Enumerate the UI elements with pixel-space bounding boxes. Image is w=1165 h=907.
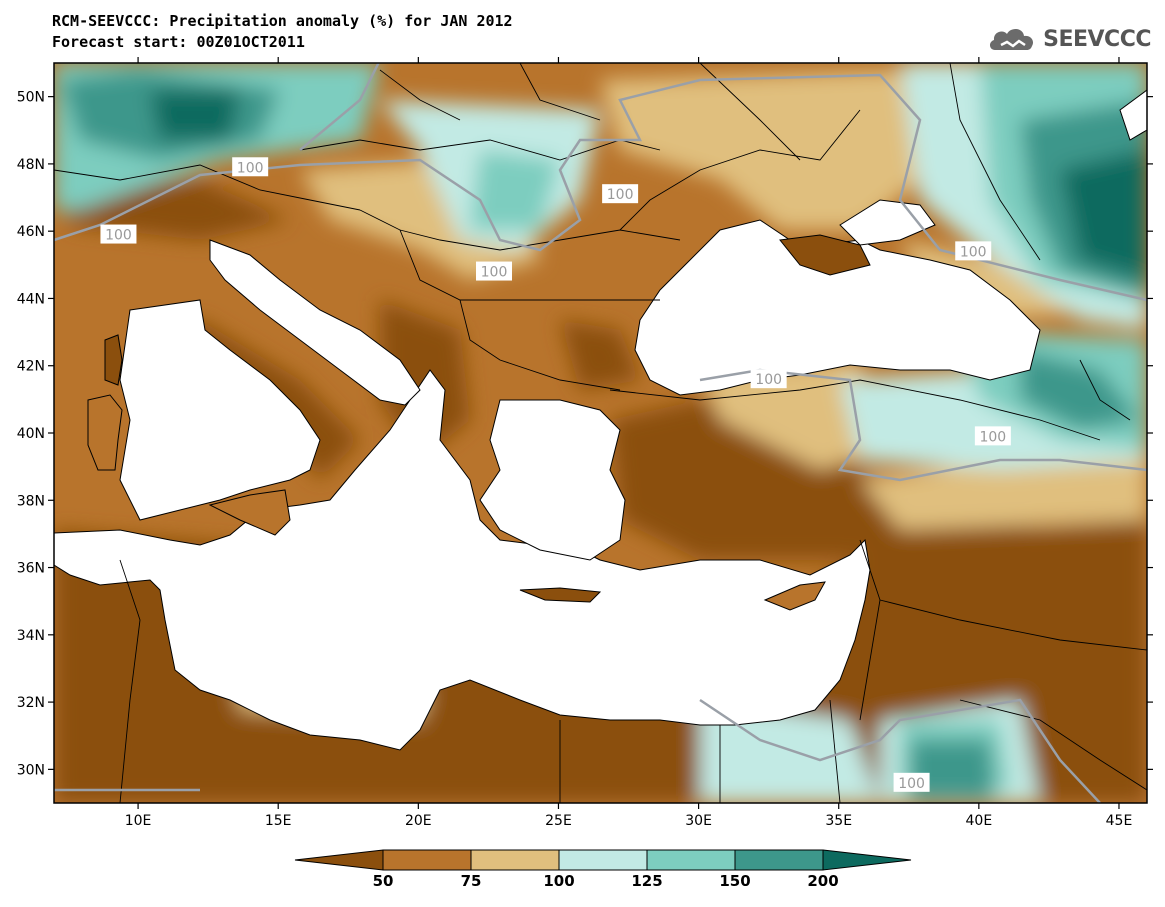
- y-tick-label: 42N: [17, 359, 45, 375]
- colorbar-segment: [558, 849, 648, 871]
- cyprus: [763, 581, 826, 611]
- colorbar-label: 200: [807, 872, 838, 890]
- contour-label-text: 100: [607, 187, 634, 203]
- contour-label-text: 100: [237, 160, 264, 176]
- caspian-sea: [1119, 89, 1147, 141]
- colorbar-label: 100: [543, 872, 574, 890]
- y-tick-label: 50N: [17, 90, 45, 106]
- colorbar-label: 75: [461, 872, 482, 890]
- contour-label-bg: [955, 241, 992, 261]
- contour-label-bg: [893, 772, 930, 792]
- colorbar: 50 75 100 125 150 200: [294, 849, 912, 890]
- tyrrhenian-sea: [119, 299, 321, 521]
- y-tick-label: 44N: [17, 291, 45, 307]
- field-region-germany-deepest: [150, 90, 240, 140]
- seevccc-logo: SEEVCCC: [987, 24, 1151, 54]
- field-region-bulgaria: [560, 320, 640, 390]
- colorbar-label: 125: [631, 872, 662, 890]
- field-region-sinai-pale: [700, 700, 880, 803]
- contour-label: 100: [100, 224, 137, 244]
- y-tick-label: 36N: [17, 561, 45, 577]
- field-region-volga-deepest: [1060, 150, 1147, 280]
- contour-label-text: 100: [105, 228, 132, 244]
- y-tick-label: 46N: [17, 224, 45, 240]
- colorbar-label: 50: [373, 872, 394, 890]
- contour-label-text: 100: [979, 429, 1006, 445]
- field-region-syria: [860, 520, 1147, 720]
- contour-label-text: 100: [481, 265, 508, 281]
- contour-label: 100: [232, 157, 269, 177]
- contour-label: 100: [955, 241, 992, 261]
- axis-ticks: 10E 15E 20E 25E 30E 35E 40E 45E 30N 32N 34N 36N 38N 4…: [17, 57, 1153, 829]
- anomaly-field: [54, 63, 1147, 803]
- contour-label-bg: [974, 426, 1011, 446]
- islands: [87, 234, 871, 611]
- cloud-icon: [990, 28, 1034, 50]
- contour-label-bg: [602, 184, 639, 204]
- contour-label-bg: [232, 157, 269, 177]
- colorbar-below-50: [294, 849, 384, 871]
- chart-subtitle: Forecast start: 00Z01OCT2011: [52, 33, 305, 51]
- contour-label-bg: [100, 224, 137, 244]
- contour-label-bg: [476, 261, 513, 281]
- x-tick-label: 15E: [265, 813, 292, 829]
- chart-title: RCM-SEEVCCC: Precipitation anomaly (%) f…: [52, 12, 513, 30]
- crimea: [779, 234, 871, 276]
- seas: [54, 89, 1147, 751]
- y-tick-label: 48N: [17, 157, 45, 173]
- y-tick-label: 38N: [17, 493, 45, 509]
- field-region-caucasus-dark: [1020, 350, 1140, 430]
- colorbar-segment: [734, 849, 824, 871]
- contour-label-text: 100: [755, 372, 782, 388]
- logo-text: SEEVCCC: [1043, 26, 1151, 52]
- y-tick-label: 40N: [17, 426, 45, 442]
- black-sea: [634, 219, 1041, 396]
- contour-label: 100: [974, 426, 1011, 446]
- y-tick-label: 32N: [17, 695, 45, 711]
- field-region-arabia-dark: [910, 740, 995, 800]
- contour-label-text: 100: [960, 244, 987, 260]
- contour-labels: 100 100 100 100 100 100 100 100: [100, 157, 1011, 792]
- colorbar-segment: [470, 849, 560, 871]
- contour-label: 100: [750, 369, 787, 389]
- x-tick-label: 20E: [405, 813, 432, 829]
- aegean-sea: [479, 399, 626, 561]
- country-borders: [54, 63, 1147, 803]
- contour-100: [54, 63, 1147, 803]
- contour-label: 100: [602, 184, 639, 204]
- contour-label-text: 100: [898, 776, 925, 792]
- contour-label: 100: [893, 772, 930, 792]
- colorbar-label: 150: [719, 872, 750, 890]
- mediterranean-sea: [54, 369, 871, 751]
- field-region-caucasus-tan: [900, 240, 1100, 320]
- colorbar-above-200: [822, 849, 912, 871]
- x-tick-label: 30E: [685, 813, 712, 829]
- contour-label: 100: [476, 261, 513, 281]
- x-tick-label: 25E: [545, 813, 572, 829]
- sardinia: [87, 394, 123, 471]
- x-tick-label: 45E: [1106, 813, 1133, 829]
- contour-label-bg: [750, 369, 787, 389]
- colorbar-segment: [382, 849, 472, 871]
- colorbar-segment: [646, 849, 736, 871]
- corsica: [104, 334, 123, 386]
- field-region-slovakia: [470, 150, 560, 230]
- adriatic-sea: [209, 239, 421, 406]
- crete: [519, 587, 602, 603]
- y-tick-label: 30N: [17, 762, 45, 778]
- x-tick-label: 10E: [125, 813, 152, 829]
- sicily: [208, 489, 291, 536]
- y-tick-label: 34N: [17, 628, 45, 644]
- x-tick-label: 35E: [825, 813, 852, 829]
- x-tick-label: 40E: [966, 813, 993, 829]
- field-region-north-turkey: [700, 360, 880, 470]
